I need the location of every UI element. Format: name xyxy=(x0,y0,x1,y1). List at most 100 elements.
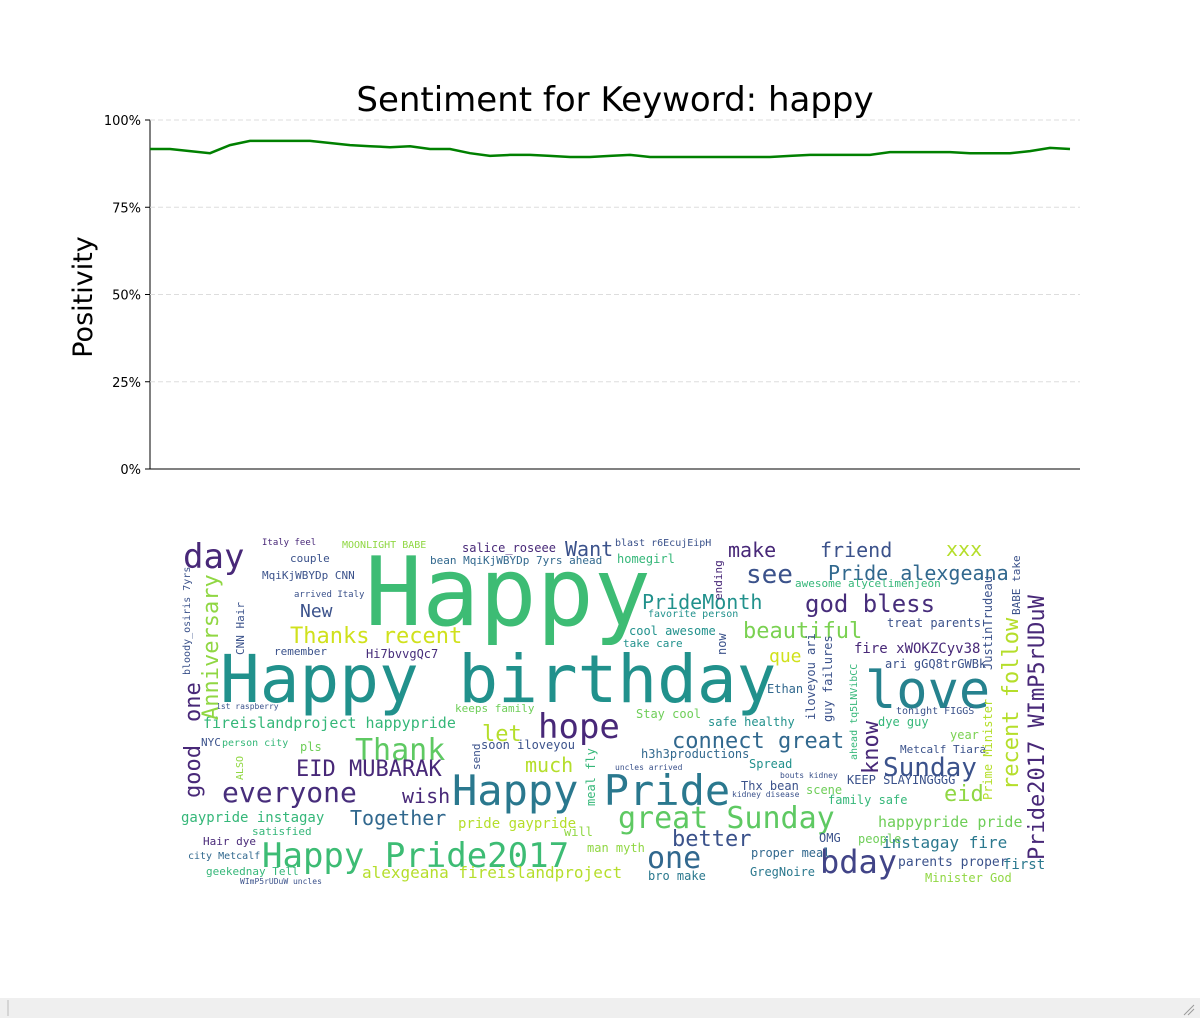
cloud-word: Spread xyxy=(749,757,792,771)
cloud-word: person city xyxy=(222,738,288,749)
cloud-word: MOONLIGHT BABE xyxy=(342,540,426,551)
cloud-word: couple xyxy=(290,552,330,565)
cloud-word: Happy birthday xyxy=(220,641,776,718)
cloud-word: iloveyou ari xyxy=(804,633,818,720)
cloud-word: much xyxy=(525,753,573,777)
cloud-word: blast r6EcujEipH xyxy=(615,538,711,549)
cloud-word: god bless xyxy=(805,590,935,618)
cloud-word: meal fly xyxy=(584,748,598,806)
cloud-word: 1st raspberry xyxy=(216,702,279,711)
cloud-word: Want xyxy=(565,537,613,561)
cloud-word: arrived Italy xyxy=(294,590,365,600)
cloud-word: dye guy xyxy=(878,715,929,729)
cloud-word: Stay cool xyxy=(636,707,701,721)
cloud-word: ending xyxy=(712,560,725,600)
cloud-word: one xyxy=(181,682,206,722)
cloud-word: treat parents xyxy=(887,616,981,630)
cloud-word: soon iloveyou xyxy=(481,738,575,752)
cloud-word: WImP5rUDuW uncles xyxy=(240,877,322,886)
cloud-word: let xyxy=(482,722,522,747)
cloud-word: take care xyxy=(623,637,683,650)
cloud-word: Ethan xyxy=(767,682,803,696)
sentiment-line xyxy=(150,139,1071,159)
cloud-word: people xyxy=(858,832,901,846)
cloud-word: homegirl xyxy=(617,552,675,566)
cloud-word: proper meal xyxy=(751,846,830,860)
cloud-word: bean MqiKjWBYDp 7yrs ahead xyxy=(430,554,602,567)
cloud-word: Happy xyxy=(365,538,651,648)
cloud-word: Happy Pride xyxy=(452,766,730,815)
cloud-word: Thx bean xyxy=(741,779,799,793)
cloud-word: favorite person xyxy=(648,609,738,620)
cloud-word: ari gGQ8trGWBk xyxy=(885,657,987,671)
cloud-word: PrideMonth xyxy=(642,590,762,614)
cloud-word: hope xyxy=(538,707,620,747)
cloud-word: Hi7bvvgQc7 xyxy=(366,647,438,661)
y-tick-label: 0% xyxy=(120,463,141,478)
cloud-word: h3h3productions xyxy=(641,747,749,761)
cloud-word: good xyxy=(181,745,206,798)
cloud-word: one xyxy=(647,841,701,876)
cloud-word: day xyxy=(183,537,244,577)
status-bar xyxy=(0,998,1200,1018)
y-tick-label: 75% xyxy=(112,201,141,216)
cloud-word: keeps family xyxy=(455,702,535,715)
cloud-word: remember xyxy=(274,645,327,658)
chart-title: Sentiment for Keyword: happy xyxy=(356,80,873,120)
cloud-word: Together xyxy=(350,806,446,830)
cloud-word: will xyxy=(564,825,593,839)
cloud-word: EID MUBARAK xyxy=(296,757,442,782)
cloud-word: friend xyxy=(820,538,892,562)
y-tick-label: 100% xyxy=(104,114,141,129)
cloud-word: MqiKjWBYDp CNN xyxy=(262,569,355,582)
cloud-word: safe healthy xyxy=(708,715,795,729)
cloud-word: great Sunday xyxy=(618,801,835,836)
resize-grip[interactable] xyxy=(1183,1004,1195,1016)
cloud-word: Italy feel xyxy=(262,538,316,548)
cloud-word: ALSO xyxy=(235,756,246,780)
cloud-word: OMG xyxy=(819,831,841,845)
cloud-word: Prime Minister xyxy=(981,699,995,800)
cloud-word: send xyxy=(470,744,483,771)
cloud-word: alexgeana fireislandproject xyxy=(362,863,622,882)
cloud-word: tonight FIGGS xyxy=(896,706,974,717)
cloud-word: know xyxy=(859,720,884,774)
cloud-word: pls xyxy=(300,740,322,754)
cloud-word: fireislandproject happypride xyxy=(203,714,456,732)
cloud-word: Metcalf Tiara xyxy=(900,743,986,756)
cloud-word: parents proper xyxy=(898,855,1008,870)
cloud-word: CNN Hair xyxy=(234,602,247,655)
cloud-word: uncles arrived xyxy=(615,763,683,772)
cloud-word: everyone xyxy=(222,776,357,809)
cloud-word: xxx xyxy=(946,537,982,561)
cloud-word: Pride2017 WImP5rUDuW xyxy=(1025,594,1050,860)
cloud-word: make xyxy=(728,538,776,562)
cloud-word: cool awesome xyxy=(629,624,716,638)
cloud-word: salice_roseee xyxy=(462,541,556,555)
cloud-word: eid xyxy=(944,782,984,807)
cloud-word: JustinTrudeau xyxy=(981,576,995,670)
cloud-word: scene xyxy=(806,783,842,797)
cloud-word: better xyxy=(672,827,751,852)
cloud-word: beautiful xyxy=(743,619,862,644)
cloud-word: GregNoire xyxy=(750,865,815,879)
y-tick-label: 50% xyxy=(112,289,141,304)
cloud-word: satisfied xyxy=(252,825,312,838)
cloud-word: Thanks recent xyxy=(290,624,462,649)
cloud-word: pride gaypride xyxy=(458,816,576,832)
cloud-word: wish xyxy=(402,784,450,808)
cloud-word: Sunday xyxy=(883,753,977,783)
cloud-word: see xyxy=(746,560,793,590)
cloud-word: BABE take xyxy=(1010,555,1023,615)
cloud-word: bouts kidney xyxy=(780,771,838,780)
cloud-word: Pride alexgeana xyxy=(828,561,1009,585)
cloud-word: NYC xyxy=(201,736,221,749)
cloud-word: recent follow xyxy=(999,617,1024,790)
cloud-word: New xyxy=(300,601,333,622)
cloud-word: bday xyxy=(820,843,897,881)
cloud-word: connect great xyxy=(672,729,844,754)
cloud-word: happypride pride xyxy=(878,813,1023,831)
